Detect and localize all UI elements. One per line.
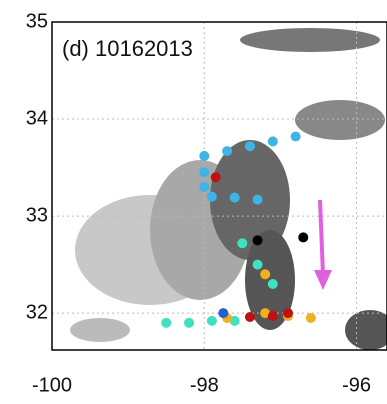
y-tick-label: 33 — [26, 204, 48, 226]
point — [245, 141, 255, 151]
point — [253, 260, 263, 270]
point — [222, 146, 232, 156]
point — [199, 167, 209, 177]
point — [245, 312, 255, 322]
x-tick-label: -100 — [32, 374, 72, 396]
point — [211, 172, 221, 182]
point — [298, 232, 308, 242]
point — [207, 192, 217, 202]
point — [199, 151, 209, 161]
y-tick-label: 35 — [26, 10, 48, 32]
point — [253, 195, 263, 205]
point — [218, 308, 228, 318]
x-tick-label: -96 — [342, 374, 371, 396]
point — [161, 318, 171, 328]
arrow-head — [314, 270, 332, 290]
point — [268, 136, 278, 146]
y-tick-label: 32 — [26, 301, 48, 323]
point — [260, 269, 270, 279]
y-tick-label: 34 — [26, 107, 48, 129]
point — [283, 308, 293, 318]
point — [253, 235, 263, 245]
point — [268, 311, 278, 321]
x-tick-label: -98 — [190, 374, 219, 396]
point — [184, 318, 194, 328]
point — [207, 316, 217, 326]
chart-title: (d) 10162013 — [62, 36, 193, 61]
arrow — [320, 200, 323, 275]
point — [268, 279, 278, 289]
radar-echoes — [70, 28, 387, 350]
point — [237, 238, 247, 248]
point — [291, 132, 301, 142]
chart: (d) 10162013 -100 -98 -96 32 33 34 35 — [0, 0, 387, 404]
point — [230, 193, 240, 203]
point — [199, 182, 209, 192]
point — [306, 313, 316, 323]
